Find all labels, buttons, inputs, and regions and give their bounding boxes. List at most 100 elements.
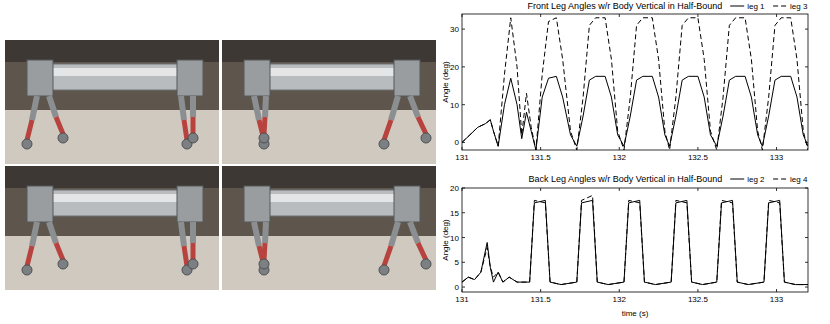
robot-leg-lower <box>184 120 187 140</box>
x-tick-label: 132 <box>613 153 627 162</box>
y-tick-label: 15 <box>450 209 459 218</box>
robot-leg-lower <box>27 120 32 140</box>
x-tick-label: 133 <box>770 295 784 304</box>
x-tick <box>619 14 620 17</box>
x-tick-label: 132.5 <box>688 153 709 162</box>
robot-body <box>252 64 412 90</box>
y-tick <box>462 104 465 105</box>
chart: 131131.5132132.51330102030Angle (deg)leg… <box>441 1 808 162</box>
x-tick <box>540 289 541 292</box>
y-tick-label: 5 <box>455 258 460 267</box>
chart-title: Front Leg Angles w/r Body Vertical in Ha… <box>528 1 723 11</box>
y-tick <box>805 262 808 263</box>
photo-wall <box>5 40 219 164</box>
legend-label: leg 2 <box>747 175 765 184</box>
y-tick <box>462 287 465 288</box>
y-tick-label: 0 <box>455 138 460 147</box>
robot-leg-lower <box>264 117 265 134</box>
legend: leg 1leg 3 <box>730 2 808 11</box>
robot-body <box>252 190 412 216</box>
robot-leg-lower <box>184 246 187 266</box>
robot-leg-upper <box>410 222 418 243</box>
robot-foot <box>259 259 269 269</box>
robot-leg-lower <box>56 243 63 260</box>
y-tick <box>805 287 808 288</box>
x-tick <box>697 147 698 150</box>
x-tick-label: 132 <box>613 295 627 304</box>
y-tick-label: 0 <box>455 283 460 292</box>
photo-floor <box>222 236 436 290</box>
robot-foot <box>259 133 269 143</box>
robot-leg-upper <box>190 96 196 117</box>
series-group <box>462 18 808 150</box>
x-tick <box>776 188 777 191</box>
x-tick <box>697 289 698 292</box>
photo-wall <box>5 166 219 290</box>
x-tick-label: 131.5 <box>531 295 552 304</box>
photo-panel <box>5 166 219 290</box>
robot-foot <box>22 265 32 275</box>
robot-leg-upper <box>391 96 398 120</box>
y-tick <box>462 237 465 238</box>
photo-wall <box>222 166 436 290</box>
robot-leg-lower <box>191 117 196 134</box>
robot-foot <box>379 265 389 275</box>
robot-hip <box>177 186 203 222</box>
series-line <box>462 18 808 150</box>
photo-panel <box>222 166 436 290</box>
y-tick <box>462 188 465 189</box>
y-tick <box>805 104 808 105</box>
robot-leg-upper <box>190 222 196 243</box>
photo-floor <box>5 236 219 290</box>
robot-foot <box>188 259 198 269</box>
robot-hip <box>27 60 53 96</box>
x-tick-label: 131 <box>455 153 469 162</box>
robot-leg-lower <box>418 117 426 134</box>
robot-foot <box>22 139 32 149</box>
x-tick <box>540 14 541 17</box>
robot-hip <box>244 60 270 96</box>
x-tick <box>776 289 777 292</box>
y-tick <box>462 262 465 263</box>
photo-shadow <box>5 40 219 62</box>
photo-panel <box>222 40 436 164</box>
robot-leg-upper <box>181 222 184 246</box>
photo-shadow <box>222 40 436 62</box>
series-line <box>462 195 808 284</box>
robot-leg-upper <box>391 222 398 246</box>
robot-hip <box>177 60 203 96</box>
robot-leg-upper <box>181 96 184 120</box>
legend-swatch <box>773 6 787 7</box>
x-tick-label: 132.5 <box>688 295 709 304</box>
photo-shadow <box>222 166 436 188</box>
robot-leg-lower <box>418 243 426 260</box>
page: 131131.5132132.51330102030Angle (deg)leg… <box>0 0 830 324</box>
x-axis-title: time (s) <box>622 309 649 318</box>
x-tick <box>619 147 620 150</box>
photo-shadow <box>5 166 219 188</box>
legend: leg 2leg 4 <box>730 175 808 184</box>
x-tick <box>462 289 463 292</box>
robot-body <box>35 64 195 90</box>
x-tick <box>619 289 620 292</box>
photo-panel <box>5 40 219 164</box>
robot-leg-upper <box>254 222 259 246</box>
y-tick <box>462 212 465 213</box>
robot-foot <box>421 133 431 143</box>
robot-hip <box>394 186 420 222</box>
robot-leg-upper <box>265 222 266 243</box>
robot-foot <box>188 133 198 143</box>
series-group <box>462 195 808 284</box>
y-tick <box>805 66 808 67</box>
photo-floor <box>222 110 436 164</box>
y-tick-label: 20 <box>450 184 459 193</box>
x-tick-label: 133 <box>770 153 784 162</box>
robot-leg-lower <box>264 243 265 260</box>
x-tick <box>619 188 620 191</box>
x-tick <box>776 147 777 150</box>
y-tick <box>462 66 465 67</box>
x-tick <box>776 14 777 17</box>
robot-foot <box>58 133 68 143</box>
legend-swatch <box>730 6 744 7</box>
robot-leg-upper <box>49 96 56 117</box>
